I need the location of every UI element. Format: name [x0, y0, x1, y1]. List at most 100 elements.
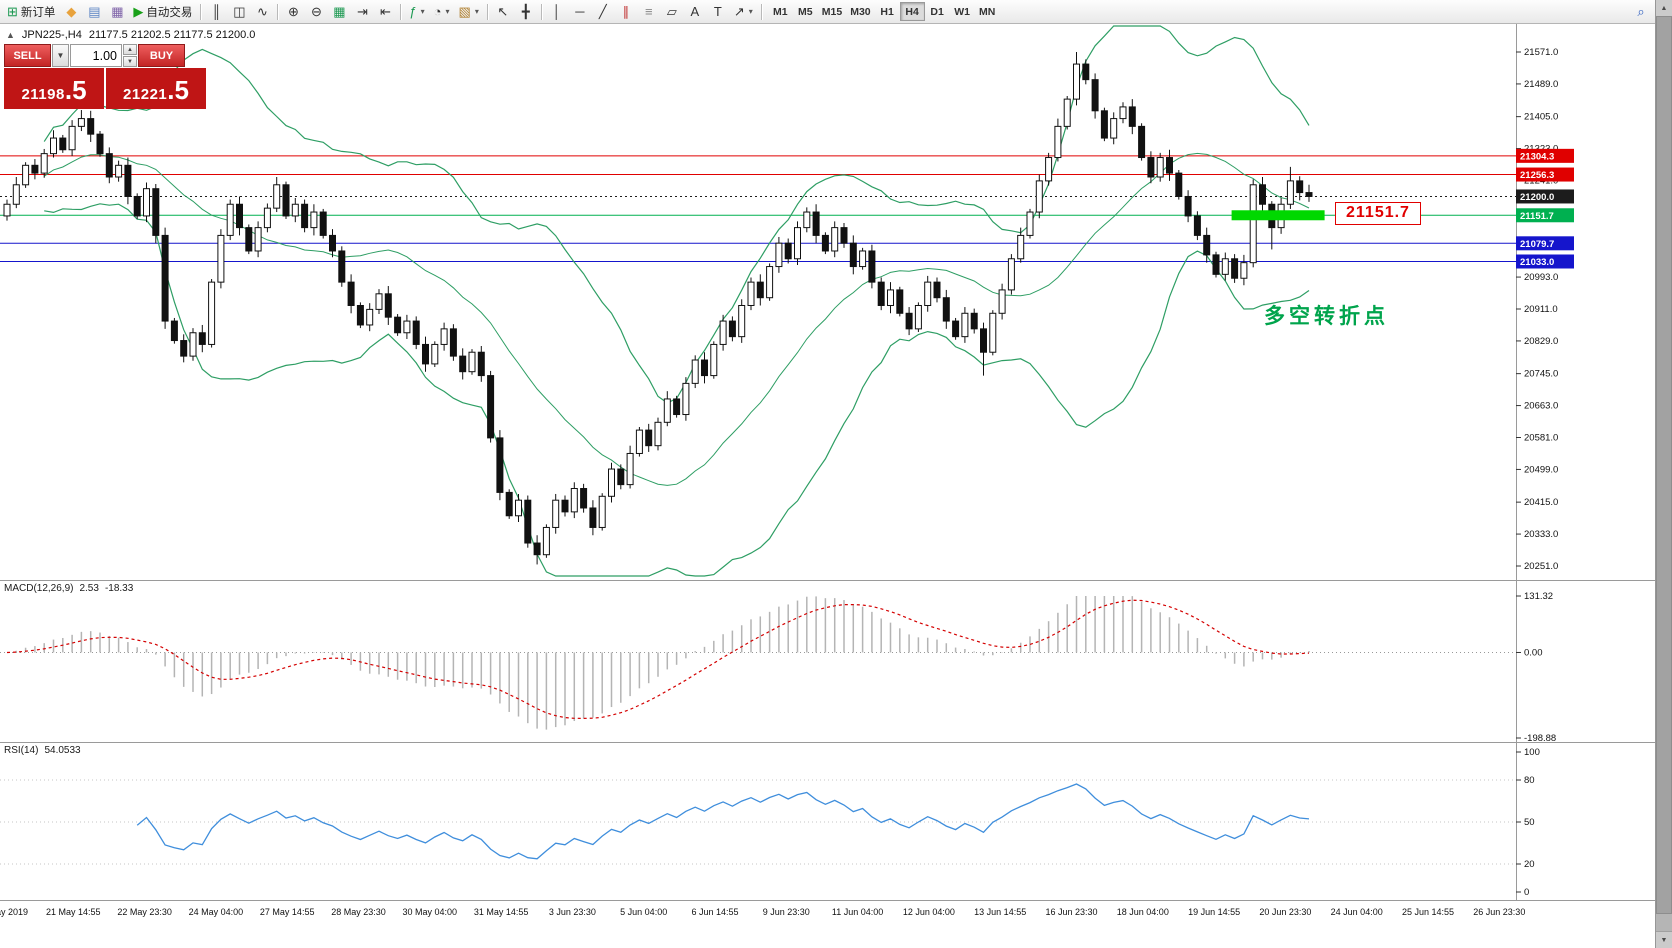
svg-text:21304.3: 21304.3: [1520, 151, 1554, 162]
chart-doc-icon: ▲: [6, 30, 15, 40]
new-order-button[interactable]: ⊞ 新订单: [3, 1, 59, 22]
charts-button[interactable]: ▤: [83, 1, 105, 22]
autoscroll-button[interactable]: ⇥: [351, 1, 373, 22]
rsi-value: 54.0533: [44, 745, 81, 756]
zoom-in-button[interactable]: ⊕: [282, 1, 304, 22]
symbol-header: ▲ JPN225-,H4 21177.5 21202.5 21177.5 212…: [6, 29, 255, 41]
buy-button[interactable]: BUY: [138, 44, 185, 67]
svg-text:20333.0: 20333.0: [1524, 529, 1558, 540]
svg-text:131.32: 131.32: [1524, 591, 1553, 602]
svg-text:100: 100: [1524, 747, 1540, 758]
mql5-button[interactable]: ◆: [60, 1, 82, 22]
scrollbar-thumb[interactable]: [1656, 16, 1672, 914]
chevron-down-icon: ▾: [445, 7, 450, 16]
time-axis-label: 28 May 23:30: [331, 907, 386, 917]
price-callout[interactable]: 21151.7: [1335, 202, 1421, 225]
timeframe-mn-button[interactable]: MN: [975, 2, 1000, 21]
time-axis-label: 19 Jun 14:55: [1188, 907, 1241, 917]
shapes-button[interactable]: ▱: [661, 1, 683, 22]
svg-text:21571.0: 21571.0: [1524, 47, 1558, 58]
svg-text:20415.0: 20415.0: [1524, 497, 1558, 508]
scroll-down-icon[interactable]: ▼: [1656, 931, 1672, 948]
trendline-icon: ╱: [598, 4, 607, 19]
sell-price-fraction: .5: [64, 75, 87, 105]
macd-main-value: 2.53: [79, 583, 99, 594]
bar-chart-button[interactable]: ║: [205, 1, 227, 22]
autotrading-button[interactable]: ▶ 自动交易: [129, 1, 196, 22]
trendline-button[interactable]: ╱: [592, 1, 614, 22]
crosshair-button[interactable]: ╋: [515, 1, 537, 22]
time-axis-label: 30 May 04:00: [402, 907, 458, 917]
timeframe-h1-button[interactable]: H1: [875, 2, 900, 21]
lot-decrease-button[interactable]: ▼: [123, 56, 137, 67]
vertical-line-icon: │: [552, 4, 561, 19]
timeframe-w1-button[interactable]: W1: [950, 2, 975, 21]
time-axis-label: 25 Jun 14:55: [1401, 907, 1455, 917]
chart-shift-button[interactable]: ⇤: [374, 1, 396, 22]
sell-button[interactable]: SELL: [4, 44, 51, 67]
horizontal-line-button[interactable]: ─: [569, 1, 591, 22]
svg-text:20829.0: 20829.0: [1524, 336, 1558, 347]
vertical-line-button[interactable]: │: [546, 1, 568, 22]
svg-text:20663.0: 20663.0: [1524, 401, 1558, 412]
time-axis-label: 16 Jun 23:30: [1045, 907, 1098, 917]
svg-text:80: 80: [1524, 775, 1535, 786]
zoom-out-icon: ⊖: [310, 4, 322, 19]
channel-button[interactable]: ∥: [615, 1, 637, 22]
text-label-button[interactable]: T: [707, 1, 729, 22]
indicators-button[interactable]: ƒ ▾: [405, 1, 428, 22]
chart-canvas[interactable]: 21571.021489.021405.021323.021241.021159…: [0, 24, 1655, 948]
lot-increase-button[interactable]: ▲: [123, 44, 137, 55]
chevron-down-icon: ▾: [748, 7, 753, 16]
svg-text:0.00: 0.00: [1524, 647, 1543, 658]
buy-price: 21221: [123, 86, 168, 103]
order-type-dropdown[interactable]: ▼: [52, 44, 69, 67]
line-chart-button[interactable]: ∿: [251, 1, 273, 22]
periods-button[interactable]: ◔ ▾: [430, 1, 454, 22]
timeframe-m5-button[interactable]: M5: [793, 2, 818, 21]
chart-window[interactable]: 21571.021489.021405.021323.021241.021159…: [0, 24, 1655, 948]
scroll-up-icon[interactable]: ▲: [1656, 0, 1672, 17]
data-window-button[interactable]: ▦: [106, 1, 128, 22]
cursor-button[interactable]: ↖: [492, 1, 514, 22]
timeframe-m30-button[interactable]: M30: [846, 2, 874, 21]
bar-chart-icon: ║: [211, 4, 222, 19]
svg-text:20251.0: 20251.0: [1524, 561, 1558, 572]
timeframe-bar: M1 M5 M15 M30 H1 H4 D1 W1 MN: [768, 2, 1000, 21]
chevron-down-icon: ▾: [474, 7, 479, 16]
grid-button[interactable]: ▦: [328, 1, 350, 22]
text-label-icon: T: [713, 4, 722, 19]
charts-icon: ▤: [88, 4, 101, 19]
zoom-in-icon: ⊕: [287, 4, 299, 19]
arrows-button[interactable]: ↗ ▾: [730, 1, 757, 22]
text-button[interactable]: A: [684, 1, 706, 22]
time-axis-label: 20 May 2019: [0, 907, 29, 917]
timeframe-d1-button[interactable]: D1: [925, 2, 950, 21]
zoom-out-button[interactable]: ⊖: [305, 1, 327, 22]
candlestick-chart-button[interactable]: ◫: [228, 1, 250, 22]
timeframe-h4-button[interactable]: H4: [899, 2, 925, 21]
time-axis[interactable]: 20 May 2019 21 May 14:55 22 May 23:30 24 Ma…: [0, 905, 1525, 923]
mql5-icon: ◆: [66, 4, 77, 19]
svg-text:0: 0: [1524, 887, 1529, 898]
grid-icon: ▦: [333, 4, 346, 19]
macd-signal-value: -18.33: [104, 583, 134, 594]
macd-indicator-label: MACD(12,26,9) 2.53 -18.33: [4, 583, 133, 594]
time-axis-label: 27 May 14:55: [259, 907, 315, 917]
vertical-scrollbar[interactable]: ▲ ▼: [1655, 0, 1672, 948]
buy-price-panel[interactable]: 21221.5: [106, 68, 206, 109]
time-axis-label: 26 Jun 23:30: [1473, 907, 1526, 917]
timeframe-m15-button[interactable]: M15: [818, 2, 846, 21]
search-button[interactable]: ⌕: [1630, 1, 1652, 22]
horizontal-line-icon: ─: [575, 4, 585, 19]
lot-size-input[interactable]: [70, 44, 122, 67]
toolbar-separator: [760, 3, 762, 20]
timeframe-m1-button[interactable]: M1: [768, 2, 793, 21]
fibonacci-button[interactable]: ≡: [638, 1, 660, 22]
chart-annotation[interactable]: 多空转折点: [1264, 305, 1389, 328]
buy-price-fraction: .5: [167, 75, 189, 105]
sell-price-panel[interactable]: 21198.5: [4, 68, 104, 109]
templates-button[interactable]: ▧ ▾: [455, 1, 483, 22]
svg-text:20581.0: 20581.0: [1524, 433, 1558, 444]
